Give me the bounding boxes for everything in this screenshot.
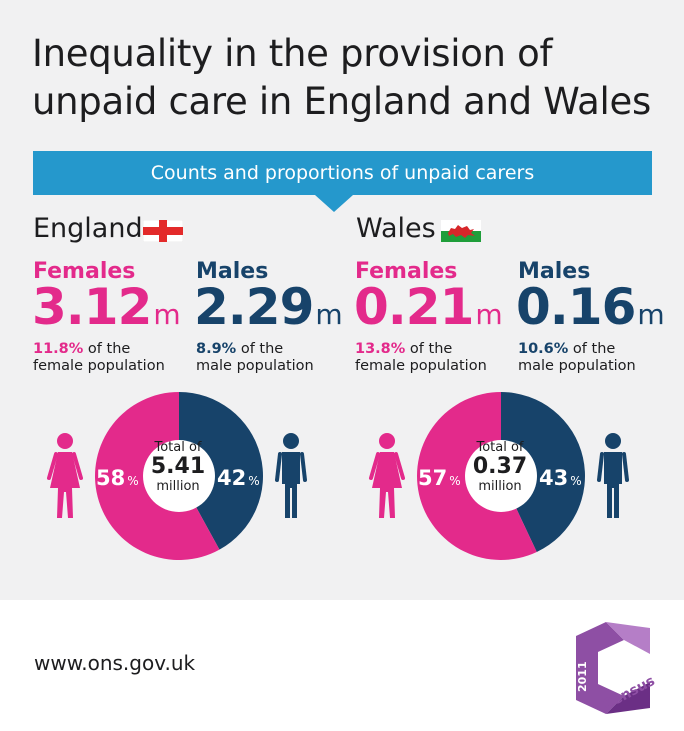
england-male-unit: m [315, 298, 342, 331]
wales-flag-icon [441, 220, 481, 242]
wales-heading: Wales [356, 213, 436, 244]
england-male-value: 2.29 [194, 278, 314, 336]
england-pie-svg [95, 392, 263, 560]
england-donut-chart [89, 390, 269, 562]
england-female-note-line2: female population [33, 358, 165, 374]
wales-male-unit: m [637, 298, 664, 331]
wales-total: Total of 0.37 million [465, 440, 535, 494]
wales-male-note-line2: male population [518, 358, 636, 374]
wales-male-share: 43% [539, 466, 582, 490]
wales-male-note: 10.6% of the male population [518, 341, 636, 375]
wales-male-pct: 10.6% [518, 341, 569, 357]
england-female-value: 3.12 [32, 278, 152, 336]
banner-pointer [315, 195, 353, 212]
england-female-note: 11.8% of the female population [33, 341, 165, 375]
wales-female-note: 13.8% of the female population [355, 341, 487, 375]
england-total: Total of 5.41 million [143, 440, 213, 494]
wales-female-count: 0.21m [354, 278, 503, 336]
england-flag-icon [143, 220, 183, 242]
wales-female-share: 57% [418, 466, 461, 490]
logo-year: 2011 [576, 661, 589, 692]
wales-male-share-sign: % [570, 474, 582, 488]
wales-female-share-value: 57 [418, 466, 448, 490]
page-title: Inequality in the provision of unpaid ca… [32, 30, 672, 126]
wales-total-label: Total of [476, 440, 524, 455]
england-female-label: Females [33, 259, 136, 284]
wales-female-pct: 13.8% [355, 341, 406, 357]
ons-website-link[interactable]: www.ons.gov.uk [34, 651, 196, 675]
england-male-share-sign: % [248, 474, 260, 488]
wales-female-label: Females [355, 259, 458, 284]
wales-female-share-sign: % [449, 474, 461, 488]
wales-female-value: 0.21 [354, 278, 474, 336]
england-males-slice [179, 392, 263, 550]
england-heading: England [33, 213, 143, 244]
wales-male-label: Males [518, 259, 591, 284]
title-line-1: Inequality in the provision of [32, 32, 553, 75]
england-total-unit: million [156, 479, 200, 494]
england-male-note: 8.9% of the male population [196, 341, 314, 375]
wales-donut-chart [411, 390, 591, 562]
wales-donut-hole [465, 440, 537, 512]
england-male-share-value: 42 [217, 466, 247, 490]
england-male-figure-icon [275, 433, 307, 518]
england-female-share-value: 58 [96, 466, 126, 490]
england-male-pct: 8.9% [196, 341, 237, 357]
england-total-label: Total of [154, 440, 202, 455]
england-total-value: 5.41 [150, 454, 206, 479]
wales-male-count: 0.16m [516, 278, 665, 336]
england-female-note-rest: of the [83, 341, 131, 357]
wales-pie-svg [417, 392, 585, 560]
wales-female-note-line2: female population [355, 358, 487, 374]
wales-male-value: 0.16 [516, 278, 636, 336]
england-female-count: 3.12m [32, 278, 181, 336]
england-female-unit: m [153, 298, 180, 331]
title-line-2: unpaid care in England and Wales [32, 80, 651, 123]
england-male-share: 42% [217, 466, 260, 490]
england-male-note-line2: male population [196, 358, 314, 374]
wales-total-value: 0.37 [472, 454, 528, 479]
section-banner: Counts and proportions of unpaid carers [33, 151, 652, 195]
wales-male-note-rest: of the [568, 341, 616, 357]
england-female-figure-icon [47, 433, 83, 518]
wales-female-unit: m [475, 298, 502, 331]
census-2011-logo: 2011 Census [576, 622, 658, 714]
england-male-note-rest: of the [236, 341, 284, 357]
england-male-count: 2.29m [194, 278, 343, 336]
england-female-share: 58% [96, 466, 139, 490]
wales-male-share-value: 43 [539, 466, 569, 490]
wales-total-unit: million [478, 479, 522, 494]
wales-males-slice [501, 392, 585, 553]
england-female-share-sign: % [127, 474, 139, 488]
england-male-label: Males [196, 259, 269, 284]
england-female-pct: 11.8% [33, 341, 84, 357]
wales-female-figure-icon [369, 433, 405, 518]
england-donut-hole [143, 440, 215, 512]
wales-female-note-rest: of the [405, 341, 453, 357]
wales-male-figure-icon [597, 433, 629, 518]
